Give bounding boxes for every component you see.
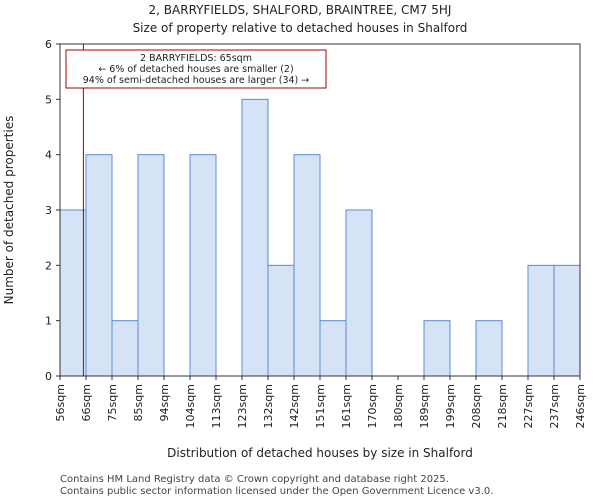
x-tick-label: 94sqm xyxy=(158,384,171,421)
x-tick-label: 161sqm xyxy=(340,384,353,428)
x-tick-label: 142sqm xyxy=(288,384,301,428)
x-tick-label: 199sqm xyxy=(444,384,457,428)
x-tick-label: 237sqm xyxy=(548,384,561,428)
bar-132sqm xyxy=(267,264,295,377)
footer-line-2: Contains public sector information licen… xyxy=(60,486,493,497)
bar-208sqm xyxy=(475,320,503,377)
y-axis: 0 1 2 3 4 5 6 xyxy=(45,38,60,383)
bar-142sqm xyxy=(293,154,321,377)
footer-line-1: Contains HM Land Registry data © Crown c… xyxy=(60,474,449,485)
x-tick-label: 180sqm xyxy=(392,384,405,428)
x-tick-label: 170sqm xyxy=(366,384,379,428)
x-tick-label: 56sqm xyxy=(54,384,67,421)
x-tick-label: 132sqm xyxy=(262,384,275,428)
annotation-line-2: ← 6% of detached houses are smaller (2) xyxy=(98,64,293,75)
bar-123sqm xyxy=(241,98,269,377)
chart-subtitle: Size of property relative to detached ho… xyxy=(133,21,468,35)
x-axis-label: Distribution of detached houses by size … xyxy=(167,446,473,460)
x-tick-label: 208sqm xyxy=(470,384,483,428)
x-tick-label: 151sqm xyxy=(314,384,327,428)
y-tick-label: 4 xyxy=(45,149,52,162)
annotation-line-3: 94% of semi-detached houses are larger (… xyxy=(83,75,310,86)
x-tick-label: 218sqm xyxy=(496,384,509,428)
x-tick-label: 227sqm xyxy=(522,384,535,428)
y-tick-label: 3 xyxy=(45,204,52,217)
y-tick-label: 0 xyxy=(45,370,52,383)
bar-161sqm xyxy=(345,209,373,377)
plot-frame xyxy=(59,43,581,377)
bar-85sqm xyxy=(137,154,165,377)
annotation-line-1: 2 BARRYFIELDS: 65sqm xyxy=(140,53,252,64)
annotation-box xyxy=(65,49,327,89)
x-tick-label: 66sqm xyxy=(80,384,93,421)
x-tick-label: 75sqm xyxy=(106,384,119,421)
x-tick-label: 246sqm xyxy=(574,384,587,428)
bar-56sqm xyxy=(59,209,87,377)
x-tick-label: 104sqm xyxy=(184,384,197,428)
bar-75sqm xyxy=(111,320,139,377)
x-tick-label: 123sqm xyxy=(236,384,249,428)
bar-151sqm xyxy=(319,320,347,377)
marker-annotation: 2 BARRYFIELDS: 65sqm ← 6% of detached ho… xyxy=(65,49,327,89)
y-tick-label: 5 xyxy=(45,93,52,106)
y-tick-label: 1 xyxy=(45,315,52,328)
y-tick-label: 2 xyxy=(45,259,52,272)
bar-189sqm xyxy=(423,320,451,377)
bar-227sqm xyxy=(527,264,555,377)
y-axis-label: Number of detached properties xyxy=(2,116,16,305)
x-tick-label: 189sqm xyxy=(418,384,431,428)
chart-title: 2, BARRYFIELDS, SHALFORD, BRAINTREE, CM7… xyxy=(149,3,452,17)
y-tick-label: 6 xyxy=(45,38,52,51)
bars-group xyxy=(59,98,581,377)
bar-66sqm xyxy=(85,154,113,377)
x-axis: 56sqm 66sqm 75sqm 85sqm 94sqm 104sqm 113sqm 123… xyxy=(54,376,587,428)
bar-104sqm xyxy=(189,154,217,377)
x-tick-label: 113sqm xyxy=(210,384,223,428)
bar-237sqm xyxy=(553,264,581,377)
x-tick-label: 85sqm xyxy=(132,384,145,421)
